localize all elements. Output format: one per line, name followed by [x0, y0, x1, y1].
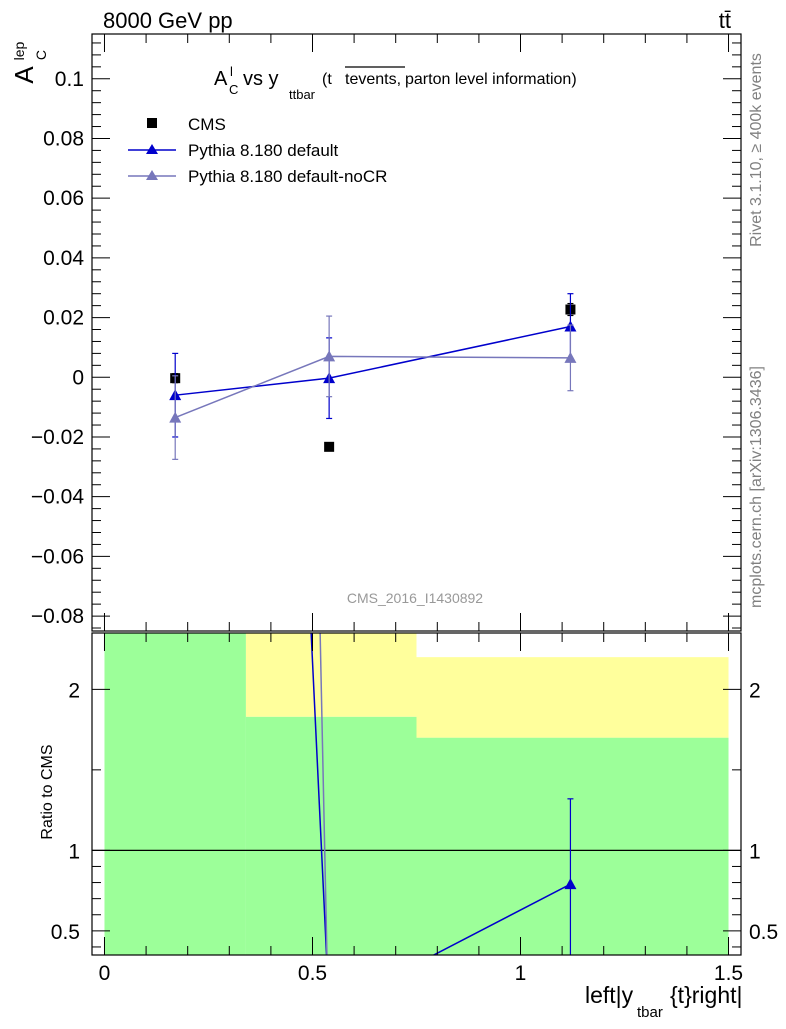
legend-default-marker: [146, 144, 158, 154]
band-green: [245, 716, 417, 955]
title-main: A: [214, 68, 228, 90]
top-series: [169, 293, 577, 460]
ylabel-base: A: [9, 66, 39, 84]
point-pythia-8-180-default-nocr: [169, 411, 182, 423]
ratio-ylabel: Ratio to CMS: [39, 744, 56, 839]
legend-cms-label: CMS: [188, 115, 226, 134]
uncertainty-bands: [104, 633, 729, 955]
xtick-label: 0.5: [298, 962, 327, 985]
ytick-label: −0.04: [31, 486, 84, 509]
energy-label: 8000 GeV pp: [103, 8, 233, 33]
analysis-watermark: CMS_2016_I1430892: [347, 590, 483, 606]
legend-default-label: Pythia 8.180 default: [188, 141, 339, 160]
ytick-label: 0.1: [55, 68, 84, 91]
ratio-ytick-label: 2: [68, 679, 80, 702]
ratio-panel: 0.5 0.5 1 1 2 2 0 0.5 1 1.5: [51, 632, 778, 985]
series-line-pythia-8-180-default-nocr: [174, 355, 571, 419]
band-yellow: [416, 657, 729, 738]
ratio-ytick-label-right: 1: [749, 840, 761, 863]
ylabel-sub: C: [33, 50, 49, 60]
band-green: [104, 633, 246, 955]
legend-nocr-label: Pythia 8.180 default-noCR: [188, 167, 387, 186]
ratio-ytick-label: 0.5: [51, 921, 80, 944]
title-vs: vs y: [243, 68, 279, 90]
ylabel-sup: lep: [11, 41, 27, 60]
title-main-sub: C: [229, 82, 238, 97]
title-paren-rest: parton level information): [405, 71, 577, 88]
ratio-frame: [91, 632, 742, 956]
series-line-pythia-8-180-default: [175, 325, 571, 396]
point-pythia-8-180-default-nocr: [323, 350, 336, 362]
ratio-ytick-label-right: 2: [749, 679, 761, 702]
title-vs-sub: ttbar: [289, 87, 316, 102]
ratio-series: [310, 633, 577, 955]
rivet-label: Rivet 3.1.10, ≥ 400k events: [748, 53, 765, 247]
main-frame: [91, 33, 742, 632]
ytick-label: 0.02: [43, 307, 84, 330]
xtick-label: 1: [515, 962, 527, 985]
point-pythia-8-180-default-nocr: [564, 351, 577, 363]
ytick-label: −0.06: [31, 545, 84, 568]
top-ylabel: A lep C: [9, 41, 49, 83]
source-label: mcplots.cern.ch [arXiv:1306.3436]: [748, 366, 765, 608]
ytick-label: 0: [72, 366, 84, 389]
ytick-label: −0.08: [31, 605, 84, 628]
ratio-ticks: 0.5 0.5 1 1 2 2 0 0.5 1 1.5: [51, 633, 778, 985]
xtick-label: 1.5: [714, 962, 743, 985]
xtick-label: 0: [99, 962, 111, 985]
point-cms: [324, 441, 335, 452]
ytick-label: 0.08: [43, 127, 84, 150]
title-paren-open: (t: [322, 71, 332, 88]
title-main-sup: l: [230, 64, 233, 79]
xlabel-sub: tbar: [637, 1004, 663, 1021]
xlabel-post: {t}right|: [670, 982, 742, 1008]
legend-cms-marker: [147, 118, 157, 128]
main-panel: 0.1 0.08 0.06 0.04 0.02 0 −0.02 −0.04 −0.06 −0.08: [31, 33, 742, 632]
band-yellow: [245, 633, 417, 717]
process-label: tt̄: [719, 8, 731, 33]
svg-text:A: A: [214, 68, 228, 90]
ratio-ytick-label: 1: [68, 840, 80, 863]
ytick-label: −0.02: [31, 426, 84, 449]
ratio-ytick-label-right: 0.5: [749, 921, 778, 944]
xlabel: left|y tbar {t}right|: [585, 982, 742, 1021]
ytick-label: 0.06: [43, 187, 84, 210]
legend-nocr-marker: [146, 170, 158, 180]
ratio-line-pythia-8-180-default: [310, 633, 571, 955]
ytick-label: 0.04: [43, 247, 84, 270]
title-overlined: tevents,: [345, 71, 401, 88]
legend: CMS Pythia 8.180 default Pythia 8.180 de…: [128, 115, 387, 186]
xlabel-pre: left|y: [585, 982, 634, 1008]
band-green: [416, 737, 729, 955]
top-ticks: 0.1 0.08 0.06 0.04 0.02 0 −0.02 −0.04 −0.06 −0.08: [31, 34, 741, 631]
ratio-point-pythia-8-180-default: [564, 878, 577, 890]
plot-title: A l C vs y ttbar (t tevents, parton leve…: [214, 64, 577, 102]
